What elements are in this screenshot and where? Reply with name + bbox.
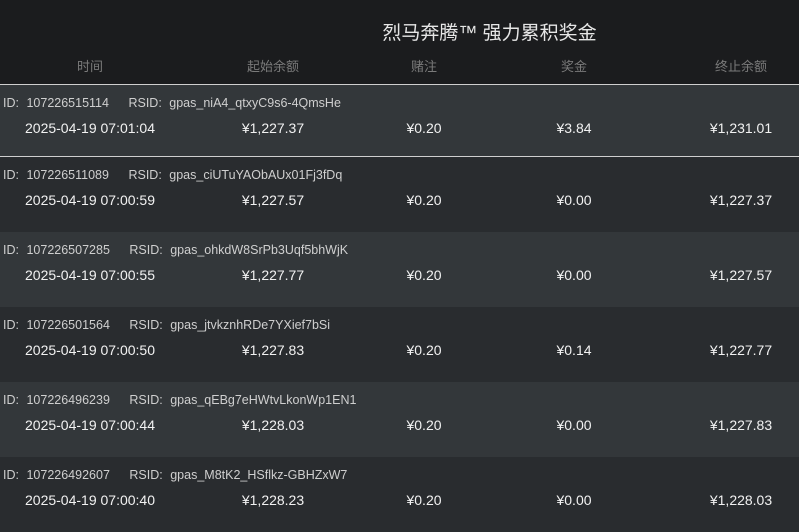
row-ids: ID: 107226515114 RSID: gpas_niA4_qtxyC9s… bbox=[3, 96, 345, 110]
cell-prize: ¥0.14 bbox=[556, 342, 592, 358]
cell-end: ¥1,227.57 bbox=[709, 267, 773, 283]
rsid-value: gpas_ohkdW8SrPb3Uqf5bhWjK bbox=[170, 243, 349, 257]
rsid-value: gpas_qEBg7eHWtvLkonWp1EN1 bbox=[170, 393, 357, 407]
round-id: 107226496239 bbox=[26, 393, 110, 407]
rsid-value: gpas_M8tK2_HSflkz-GBHZxW7 bbox=[170, 468, 348, 482]
cell-start: ¥1,227.37 bbox=[241, 120, 305, 136]
rsid-label: RSID: bbox=[129, 468, 163, 482]
table-row[interactable]: ID: 107226492607 RSID: gpas_M8tK2_HSflkz… bbox=[0, 457, 799, 532]
cell-time: 2025-04-19 07:00:44 bbox=[25, 417, 155, 433]
cell-prize: ¥0.00 bbox=[556, 267, 592, 283]
column-header-prize: 奖金 bbox=[560, 59, 588, 74]
round-id: 107226511089 bbox=[26, 168, 109, 182]
table-row[interactable]: ID: 107226515114 RSID: gpas_niA4_qtxyC9s… bbox=[0, 84, 799, 157]
rsid-value: gpas_jtvkznhRDe7YXief7bSi bbox=[170, 318, 331, 332]
column-header-end-balance: 终止余额 bbox=[714, 59, 768, 74]
rsid-label: RSID: bbox=[129, 318, 163, 332]
cell-bet: ¥0.20 bbox=[406, 120, 442, 136]
cell-bet: ¥0.20 bbox=[406, 492, 442, 508]
column-header-time: 时间 bbox=[76, 59, 104, 74]
row-ids: ID: 107226501564 RSID: gpas_jtvkznhRDe7Y… bbox=[3, 318, 334, 332]
rsid-value: gpas_ciUTuYAObAUx01Fj3fDq bbox=[169, 168, 343, 182]
id-label: ID: bbox=[3, 393, 19, 407]
cell-start: ¥1,227.83 bbox=[241, 342, 305, 358]
cell-end: ¥1,231.01 bbox=[709, 120, 773, 136]
cell-prize: ¥0.00 bbox=[556, 192, 592, 208]
row-ids: ID: 107226511089 RSID: gpas_ciUTuYAObAUx… bbox=[3, 168, 346, 182]
round-id: 107226507285 bbox=[26, 243, 110, 257]
cell-prize: ¥0.00 bbox=[556, 417, 592, 433]
cell-end: ¥1,228.03 bbox=[709, 492, 773, 508]
round-id: 107226492607 bbox=[26, 468, 110, 482]
round-id: 107226501564 bbox=[26, 318, 110, 332]
table-row[interactable]: ID: 107226496239 RSID: gpas_qEBg7eHWtvLk… bbox=[0, 382, 799, 457]
table-row[interactable]: ID: 107226511089 RSID: gpas_ciUTuYAObAUx… bbox=[0, 157, 799, 232]
row-ids: ID: 107226492607 RSID: gpas_M8tK2_HSflkz… bbox=[3, 468, 351, 482]
cell-time: 2025-04-19 07:00:40 bbox=[25, 492, 155, 508]
cell-end: ¥1,227.77 bbox=[709, 342, 773, 358]
cell-bet: ¥0.20 bbox=[406, 192, 442, 208]
cell-end: ¥1,227.37 bbox=[709, 192, 773, 208]
rsid-label: RSID: bbox=[129, 243, 163, 257]
cell-bet: ¥0.20 bbox=[406, 417, 442, 433]
cell-prize: ¥0.00 bbox=[556, 492, 592, 508]
header: 烈马奔腾™ 强力累积奖金 时间 起始余额 赌注 奖金 终止余额 bbox=[0, 0, 799, 84]
column-header-bet: 赌注 bbox=[410, 59, 438, 74]
id-label: ID: bbox=[3, 168, 19, 182]
id-label: ID: bbox=[3, 468, 19, 482]
cell-start: ¥1,228.03 bbox=[241, 417, 305, 433]
cell-time: 2025-04-19 07:00:59 bbox=[25, 192, 155, 208]
id-label: ID: bbox=[3, 243, 19, 257]
table-row[interactable]: ID: 107226507285 RSID: gpas_ohkdW8SrPb3U… bbox=[0, 232, 799, 307]
cell-start: ¥1,228.23 bbox=[241, 492, 305, 508]
cell-bet: ¥0.20 bbox=[406, 342, 442, 358]
rsid-label: RSID: bbox=[129, 393, 163, 407]
table-row[interactable]: ID: 107226501564 RSID: gpas_jtvkznhRDe7Y… bbox=[0, 307, 799, 382]
history-list: ID: 107226515114 RSID: gpas_niA4_qtxyC9s… bbox=[0, 84, 799, 532]
rsid-label: RSID: bbox=[128, 168, 162, 182]
row-ids: ID: 107226496239 RSID: gpas_qEBg7eHWtvLk… bbox=[3, 393, 360, 407]
cell-end: ¥1,227.83 bbox=[709, 417, 773, 433]
cell-time: 2025-04-19 07:00:50 bbox=[25, 342, 155, 358]
cell-start: ¥1,227.77 bbox=[241, 267, 305, 283]
id-label: ID: bbox=[3, 318, 19, 332]
cell-prize: ¥3.84 bbox=[556, 120, 592, 136]
cell-time: 2025-04-19 07:01:04 bbox=[25, 120, 155, 136]
cell-start: ¥1,227.57 bbox=[241, 192, 305, 208]
rsid-value: gpas_niA4_qtxyC9s6-4QmsHe bbox=[169, 96, 341, 110]
column-header-start-balance: 起始余额 bbox=[246, 59, 300, 74]
cell-time: 2025-04-19 07:00:55 bbox=[25, 267, 155, 283]
rsid-label: RSID: bbox=[128, 96, 162, 110]
round-id: 107226515114 bbox=[26, 96, 109, 110]
cell-bet: ¥0.20 bbox=[406, 267, 442, 283]
row-ids: ID: 107226507285 RSID: gpas_ohkdW8SrPb3U… bbox=[3, 243, 352, 257]
id-label: ID: bbox=[3, 96, 19, 110]
page-title: 烈马奔腾™ 强力累积奖金 bbox=[382, 23, 597, 44]
